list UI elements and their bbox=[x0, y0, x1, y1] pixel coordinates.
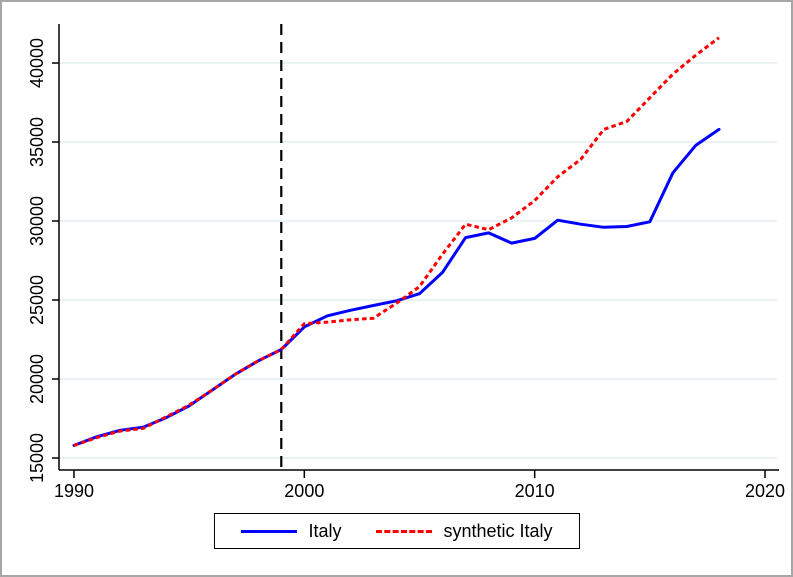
x-tick-label: 2020 bbox=[745, 481, 785, 501]
y-tick-label: 30000 bbox=[27, 196, 47, 246]
x-tick-label: 2000 bbox=[284, 481, 324, 501]
x-tick-label: 1990 bbox=[54, 481, 94, 501]
chart-legend: Italy synthetic Italy bbox=[213, 513, 580, 549]
legend-label-italy: Italy bbox=[308, 521, 342, 541]
legend-entry-italy: Italy bbox=[240, 521, 341, 541]
y-tick-label: 25000 bbox=[27, 275, 47, 325]
synthetic-italy-line-sample bbox=[375, 529, 432, 533]
legend-entry-synthetic-italy: synthetic Italy bbox=[375, 521, 553, 541]
y-tick-label: 15000 bbox=[27, 433, 47, 483]
x-tick-label: 2010 bbox=[515, 481, 555, 501]
italy-line bbox=[72, 127, 721, 447]
legend-label-synthetic-italy: synthetic Italy bbox=[443, 521, 553, 541]
italy-line-sample bbox=[240, 529, 297, 533]
y-tick-label: 35000 bbox=[27, 117, 47, 167]
y-tick-label: 20000 bbox=[27, 354, 47, 404]
synthetic-italy-line bbox=[73, 36, 720, 447]
y-tick-label: 40000 bbox=[27, 38, 47, 88]
